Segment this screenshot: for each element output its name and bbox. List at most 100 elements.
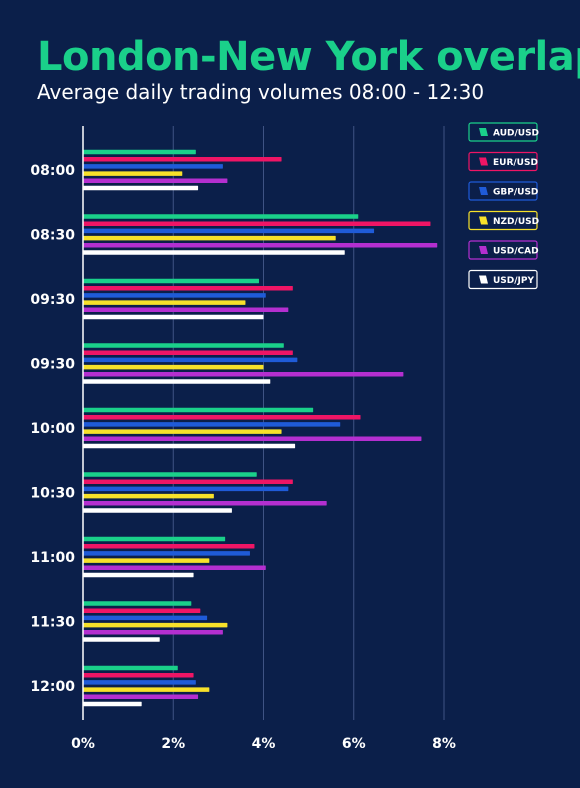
bar xyxy=(83,364,264,370)
bar xyxy=(83,171,183,176)
bar xyxy=(83,637,160,642)
category-label: 11:00 xyxy=(30,550,75,566)
bar xyxy=(83,243,438,248)
bars xyxy=(83,149,438,707)
bar xyxy=(83,357,298,363)
bar xyxy=(83,672,194,678)
bar xyxy=(83,228,375,234)
bar xyxy=(83,407,314,413)
bar-group xyxy=(83,343,404,384)
category-label: 11:30 xyxy=(30,615,75,631)
bar xyxy=(83,443,296,449)
legend-swatch-icon xyxy=(479,128,488,136)
bar xyxy=(83,314,264,320)
legend-swatch-icon xyxy=(479,275,488,284)
bar-group xyxy=(83,536,266,578)
bar-group xyxy=(83,149,282,191)
legend-box xyxy=(468,122,538,142)
legend-item: USD/CAD xyxy=(468,240,539,260)
legend-box xyxy=(468,151,538,172)
bar xyxy=(83,479,293,484)
legend-label: GBP/USD xyxy=(493,188,538,198)
x-tick-label: 8% xyxy=(432,736,456,752)
bar xyxy=(83,372,404,377)
legend-label: AUD/USD xyxy=(493,129,539,139)
legend-box xyxy=(468,240,538,260)
bar xyxy=(83,472,257,477)
bar xyxy=(83,680,196,685)
x-tick-labels: 0% 2% 4% 6% 8% xyxy=(71,736,456,752)
category-label: 10:00 xyxy=(30,421,75,437)
bar xyxy=(83,615,208,621)
x-tick-label: 4% xyxy=(252,736,276,752)
bar-group xyxy=(83,278,293,320)
bar xyxy=(83,343,284,348)
bar xyxy=(83,156,282,162)
bar xyxy=(83,185,199,191)
bar xyxy=(83,350,293,355)
bar-group xyxy=(83,214,438,255)
bar xyxy=(83,285,293,291)
bar xyxy=(83,164,223,169)
bar xyxy=(83,429,282,434)
category-label: 08:00 xyxy=(30,163,75,179)
legend-box xyxy=(468,181,538,201)
x-tick-label: 0% xyxy=(71,736,95,752)
bar xyxy=(83,536,226,542)
category-label: 12:00 xyxy=(30,679,75,695)
bar xyxy=(83,414,361,420)
legend-label: EUR/USD xyxy=(493,158,538,168)
bar xyxy=(83,221,431,226)
bar xyxy=(83,543,255,549)
bar xyxy=(83,422,341,427)
category-label: 09:30 xyxy=(30,292,75,308)
legend-item: NZD/USD xyxy=(468,210,539,231)
legend-box xyxy=(468,269,538,290)
legend-swatch-icon xyxy=(479,246,488,254)
bar-group xyxy=(83,601,228,642)
bar xyxy=(83,178,228,184)
bar xyxy=(83,250,345,255)
bar xyxy=(83,608,201,613)
category-label: 08:30 xyxy=(30,228,75,244)
chart-subtitle: Average daily trading volumes 08:00 - 12… xyxy=(37,80,485,104)
x-tick-label: 2% xyxy=(161,736,185,752)
bar xyxy=(83,572,194,578)
bar-group xyxy=(83,407,422,449)
bar xyxy=(83,293,266,298)
legend-box xyxy=(468,210,538,231)
bar xyxy=(83,694,199,700)
category-label: 10:30 xyxy=(30,486,75,502)
legend: AUD/USD EUR/USD GBP/USD NZD/USD USD/CAD USD/J… xyxy=(468,122,539,290)
bar xyxy=(83,508,232,513)
legend-item: USD/JPY xyxy=(468,269,538,290)
legend-item: GBP/USD xyxy=(468,181,538,201)
bar xyxy=(83,278,259,284)
bar xyxy=(83,486,289,492)
bar xyxy=(83,630,223,635)
bar xyxy=(83,701,142,707)
bar xyxy=(83,601,192,606)
bar xyxy=(83,214,359,219)
bar xyxy=(83,687,210,692)
category-labels: 08:00 08:30 09:30 09:30 10:00 10:30 11:00 11:30… xyxy=(30,163,75,695)
bar xyxy=(83,565,266,571)
bar xyxy=(83,551,250,556)
legend-label: NZD/USD xyxy=(493,217,539,227)
legend-item: EUR/USD xyxy=(468,151,538,172)
legend-swatch-icon xyxy=(479,216,488,225)
x-tick-label: 6% xyxy=(342,736,366,752)
bar xyxy=(83,622,228,628)
legend-swatch-icon xyxy=(479,157,488,166)
legend-swatch-icon xyxy=(479,187,488,195)
bar xyxy=(83,436,422,442)
bar xyxy=(83,379,271,384)
bar xyxy=(83,300,246,305)
legend-label: USD/CAD xyxy=(493,247,539,257)
bar xyxy=(83,235,336,241)
bar xyxy=(83,501,327,506)
bar xyxy=(83,493,214,499)
bar-group xyxy=(83,665,210,707)
legend-item: AUD/USD xyxy=(468,122,539,142)
